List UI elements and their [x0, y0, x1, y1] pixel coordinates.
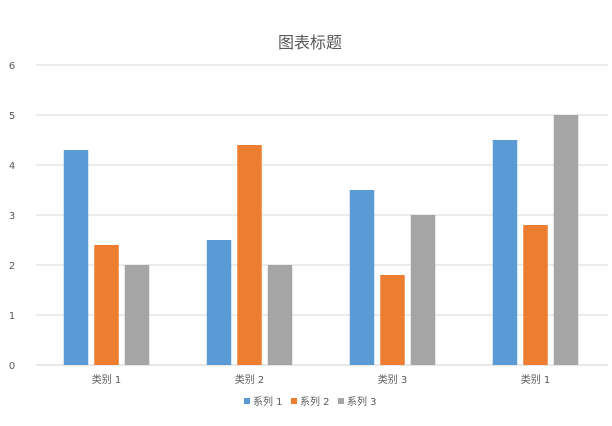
- bar-series-3-category-1: [124, 265, 150, 365]
- y-tick-label: 0: [9, 361, 15, 372]
- gridlines: [36, 64, 608, 366]
- x-category-label: 类别 1: [92, 373, 122, 386]
- bar-series-2-category-2: [237, 145, 262, 365]
- y-tick-label: 3: [9, 211, 15, 222]
- bar-series-1-category-2: [206, 240, 232, 365]
- x-axis-categories: 类别 1 类别 2 类别 3 类别 1: [92, 373, 551, 386]
- y-tick-label: 6: [9, 61, 15, 72]
- legend-label: 系列 2: [300, 395, 330, 408]
- bar-series-2-category-4: [523, 225, 548, 365]
- x-category-label: 类别 2: [235, 373, 265, 386]
- legend-label: 系列 3: [347, 395, 377, 408]
- legend-swatch: [244, 398, 250, 404]
- legend-swatch: [338, 398, 344, 404]
- legend: 系列 1 系列 2 系列 3: [244, 395, 377, 408]
- legend-swatch: [291, 398, 297, 404]
- x-category-label: 类别 1: [521, 373, 551, 386]
- bars: [63, 115, 579, 365]
- chart-title: 图表标题: [278, 33, 342, 52]
- x-category-label: 类别 3: [378, 373, 408, 386]
- bar-series-3-category-2: [267, 265, 293, 365]
- y-axis-ticks: 0 1 2 3 4 5 6: [9, 61, 15, 372]
- bar-series-1-category-3: [349, 190, 375, 365]
- y-tick-label: 2: [9, 261, 15, 272]
- bar-series-1-category-1: [63, 150, 89, 365]
- bar-series-2-category-1: [94, 245, 119, 365]
- bar-series-3-category-4: [553, 115, 579, 365]
- y-tick-label: 5: [9, 111, 15, 122]
- bar-series-3-category-3: [410, 215, 436, 365]
- legend-label: 系列 1: [253, 395, 283, 408]
- bar-series-1-category-4: [492, 140, 518, 365]
- y-tick-label: 4: [9, 161, 15, 172]
- y-tick-label: 1: [9, 311, 15, 322]
- bar-series-2-category-3: [380, 275, 405, 365]
